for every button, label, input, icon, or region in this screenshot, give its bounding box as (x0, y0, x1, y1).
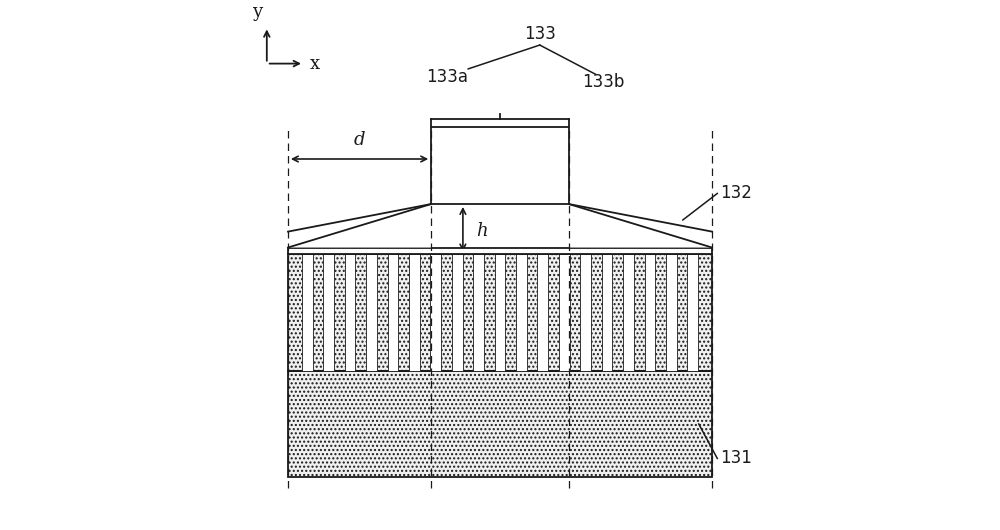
Polygon shape (288, 204, 431, 248)
Bar (516, 254, 527, 371)
Bar (366, 254, 377, 371)
Bar (645, 254, 655, 371)
Text: 133b: 133b (582, 73, 625, 91)
Bar (302, 254, 313, 371)
Text: 132: 132 (720, 184, 752, 202)
Text: 133: 133 (524, 25, 556, 43)
Text: h: h (476, 222, 488, 240)
Bar (537, 254, 548, 371)
Text: x: x (310, 55, 320, 73)
Text: y: y (252, 3, 262, 21)
Bar (323, 254, 334, 371)
Bar (580, 254, 591, 371)
Bar (687, 254, 698, 371)
Bar (666, 254, 677, 371)
Bar (602, 254, 612, 371)
Bar (409, 254, 420, 371)
Bar (345, 254, 355, 371)
Text: 131: 131 (720, 449, 752, 467)
Bar (452, 254, 463, 371)
Bar (431, 127, 569, 204)
Bar (288, 371, 712, 477)
Bar (388, 254, 398, 371)
Bar (473, 254, 484, 371)
Polygon shape (569, 204, 712, 248)
Bar (288, 254, 712, 371)
Bar (288, 248, 712, 254)
Text: d: d (354, 131, 365, 149)
Bar (559, 254, 570, 371)
Bar (623, 254, 634, 371)
Bar (430, 254, 441, 371)
Bar (495, 254, 505, 371)
Text: 133a: 133a (426, 68, 468, 86)
